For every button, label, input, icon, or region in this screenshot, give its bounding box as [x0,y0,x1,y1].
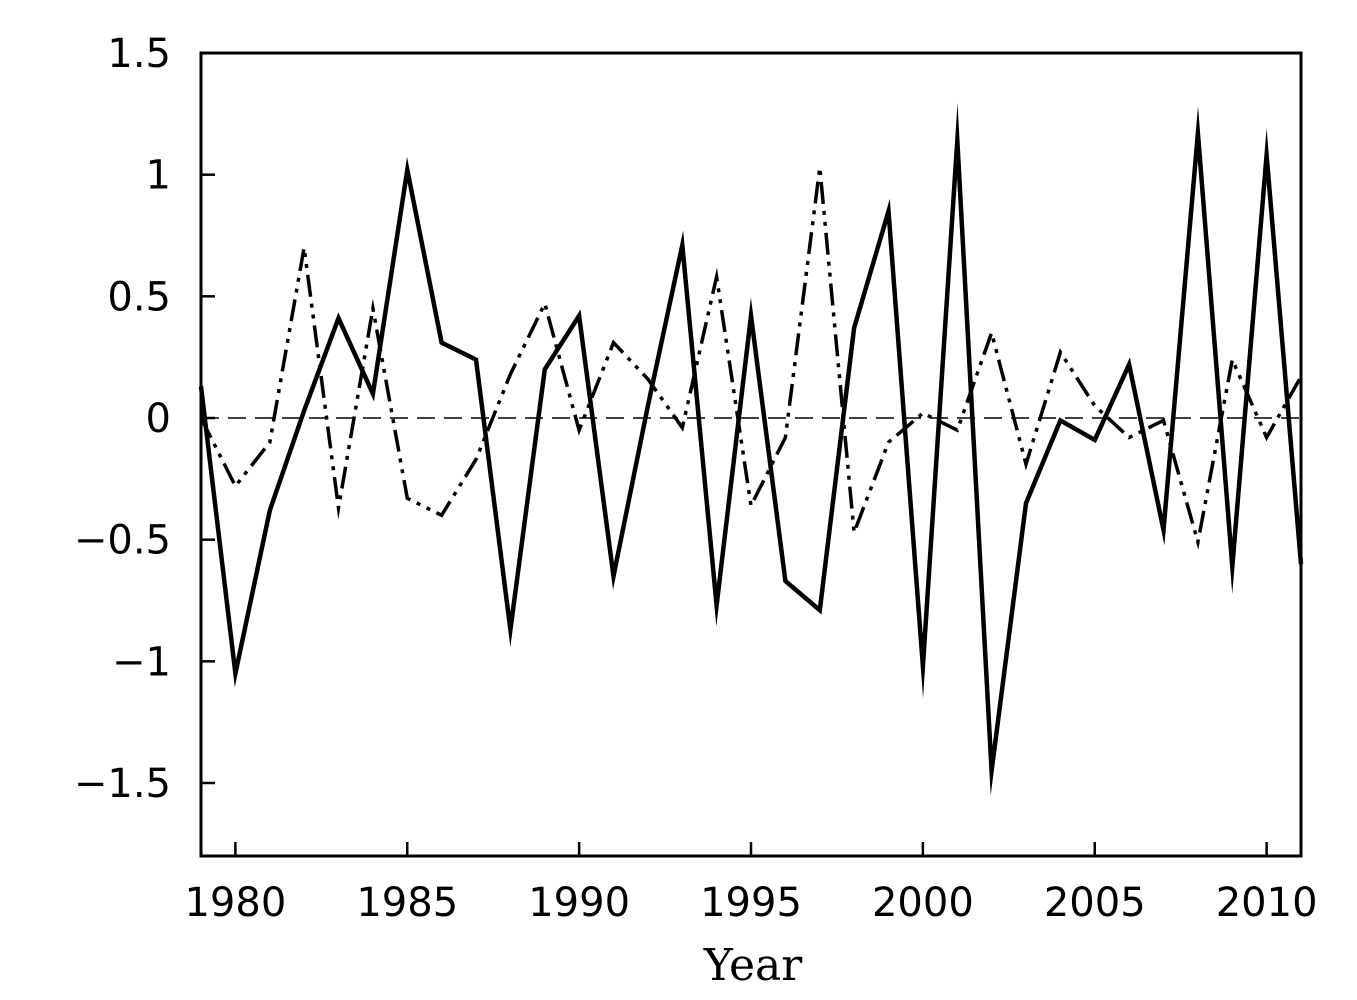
y-tick-label: 1.5 [107,31,171,77]
y-tick-label: 1 [146,153,171,199]
plot-area-frame [199,51,1303,858]
series-line-1-solid [198,102,1304,796]
x-axis-title: Year [703,940,803,991]
x-tick-label: 1995 [700,880,802,926]
y-tick-label: −0.5 [74,518,171,564]
y-tick-label: 0.5 [107,274,171,320]
series-layer [198,102,1304,796]
x-tick-label: 1980 [184,880,286,926]
series-line-2-dash-dot-dot [199,151,1303,550]
y-tick-label: −1.5 [74,761,171,807]
y-tick-label: −1 [112,639,171,685]
x-tick-label: 2000 [872,880,974,926]
x-tick-label: 1990 [528,880,630,926]
x-tick-label: 1985 [356,880,458,926]
ticks-layer: 1980 1985 1990 1995 2000 2005 2010 1.5 1 0.5 0 −0.5… [74,31,1318,926]
y-tick-label: 0 [146,396,171,442]
x-tick-label: 2005 [1044,880,1146,926]
x-tick-label: 2010 [1216,880,1318,926]
